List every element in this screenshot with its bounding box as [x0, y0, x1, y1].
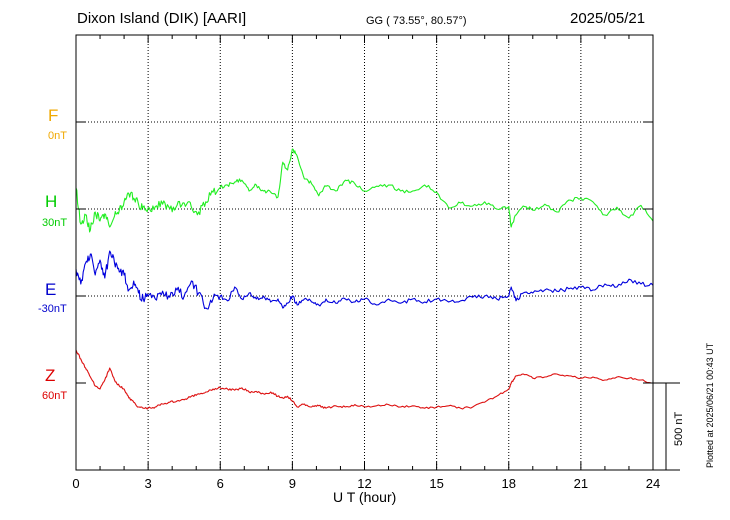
channel-e-label: E: [45, 280, 57, 299]
channel-f-label: F: [48, 106, 59, 125]
scale-bar-label: 500 nT: [673, 411, 685, 446]
series-lines: [75, 148, 654, 410]
channel-e-baseline: -30nT: [38, 303, 67, 315]
axes: [75, 34, 680, 471]
channel-z-label: Z: [45, 366, 56, 385]
x-tick-label-12: 12: [357, 476, 371, 491]
grid-lines: [76, 35, 653, 470]
plot-date: 2025/05/21: [570, 10, 646, 27]
station-title: Dixon Island (DIK) [AARI]: [77, 10, 247, 27]
x-tick-label-9: 9: [289, 476, 296, 491]
channel-h-label: H: [45, 192, 58, 211]
series-line-h: [75, 148, 654, 233]
x-tick-label-6: 6: [217, 476, 224, 491]
x-tick-label-21: 21: [574, 476, 588, 491]
x-tick-label-15: 15: [429, 476, 443, 491]
channel-h-baseline: 30nT: [42, 217, 68, 229]
x-tick-label-24: 24: [646, 476, 660, 491]
x-tick-label-3: 3: [145, 476, 152, 491]
series-line-e: [75, 250, 654, 310]
station-coordinates: GG ( 73.55°, 80.57°): [366, 15, 467, 27]
x-tick-label-0: 0: [72, 476, 79, 491]
x-axis-label: U T (hour): [333, 489, 397, 505]
x-tick-label-18: 18: [502, 476, 516, 491]
x-tick-labels: 0 3 6 9 12 15 18 21 24: [72, 476, 660, 491]
series-line-z: [75, 349, 654, 410]
plotted-timestamp: Plotted at 2025/06/21 00:43 UT: [705, 342, 715, 468]
channel-z-baseline: 60nT: [42, 390, 68, 402]
channel-f-baseline: 0nT: [48, 130, 67, 142]
